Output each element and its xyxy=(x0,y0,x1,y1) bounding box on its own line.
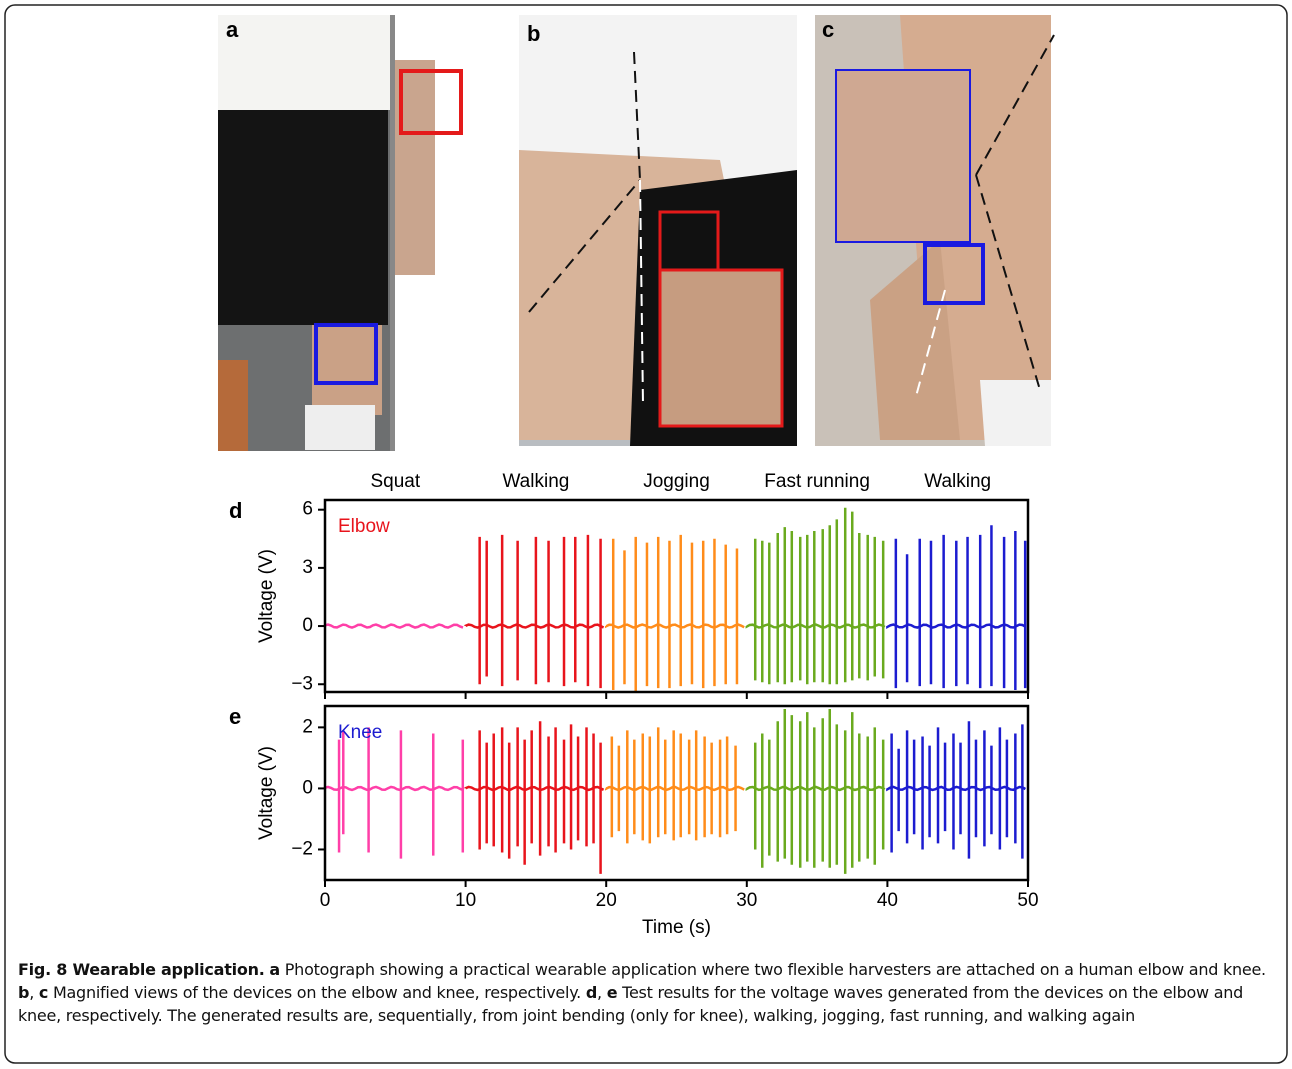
phase-label: Squat xyxy=(370,471,420,492)
caption-text: , xyxy=(597,983,607,1002)
photo-b xyxy=(519,15,797,446)
figure: a b c Squat Walking Jogging Fast running Wal… xyxy=(0,0,1292,1069)
baseline-noise xyxy=(747,625,885,628)
phase-label: Walking xyxy=(502,471,569,492)
caption-ref: b xyxy=(18,983,29,1002)
x-tick-label: 50 xyxy=(1017,890,1038,911)
y-tick-label: 3 xyxy=(302,557,313,578)
x-tick-label: 30 xyxy=(736,890,757,911)
panel-label: a xyxy=(226,17,239,42)
caption-text: Magnified views of the devices on the el… xyxy=(48,983,586,1002)
panel-label: c xyxy=(822,17,834,42)
trace-label: Elbow xyxy=(338,516,390,537)
caption-ref: e xyxy=(607,983,618,1002)
caption-ref: c xyxy=(39,983,48,1002)
x-tick-label: 20 xyxy=(596,890,617,911)
caption-ref: a xyxy=(269,960,280,979)
x-tick-label: 10 xyxy=(455,890,476,911)
caption-text: , xyxy=(29,983,39,1002)
x-tick-label: 0 xyxy=(320,890,331,911)
photo-a xyxy=(218,15,461,451)
baseline-noise xyxy=(747,787,885,790)
caption-text: Photograph showing a practical wearable … xyxy=(280,960,1266,979)
x-axis-label: Time (s) xyxy=(642,917,711,938)
y-tick-label: 6 xyxy=(302,499,313,520)
baseline-noise xyxy=(325,787,463,790)
y-tick-label: 0 xyxy=(302,615,313,636)
panel-label: e xyxy=(229,704,241,729)
y-axis-label: Voltage (V) xyxy=(256,549,277,643)
y-tick-label: −3 xyxy=(291,673,313,694)
phase-label: Walking xyxy=(924,471,991,492)
x-tick-label: 40 xyxy=(877,890,898,911)
y-tick-label: 2 xyxy=(302,716,313,737)
panel-label: b xyxy=(527,21,540,46)
caption-title: Fig. 8 Wearable application. xyxy=(18,960,265,979)
caption-ref: d xyxy=(586,983,597,1002)
trace-label: Knee xyxy=(338,722,382,743)
page: {"photos": [{"label": "a"}, {"label": "b… xyxy=(0,0,1292,1069)
plot-frame xyxy=(325,500,1028,692)
photo-c xyxy=(815,15,1054,446)
y-tick-label: −2 xyxy=(291,838,313,859)
y-axis-label: Voltage (V) xyxy=(256,746,277,840)
caption: Fig. 8 Wearable application. a Photograp… xyxy=(18,958,1280,1027)
y-tick-label: 0 xyxy=(302,777,313,798)
panel-label: d xyxy=(229,498,242,523)
baseline-noise xyxy=(325,625,463,628)
phase-label: Fast running xyxy=(764,471,870,492)
baseline-noise xyxy=(606,625,744,628)
phase-label: Jogging xyxy=(643,471,710,492)
